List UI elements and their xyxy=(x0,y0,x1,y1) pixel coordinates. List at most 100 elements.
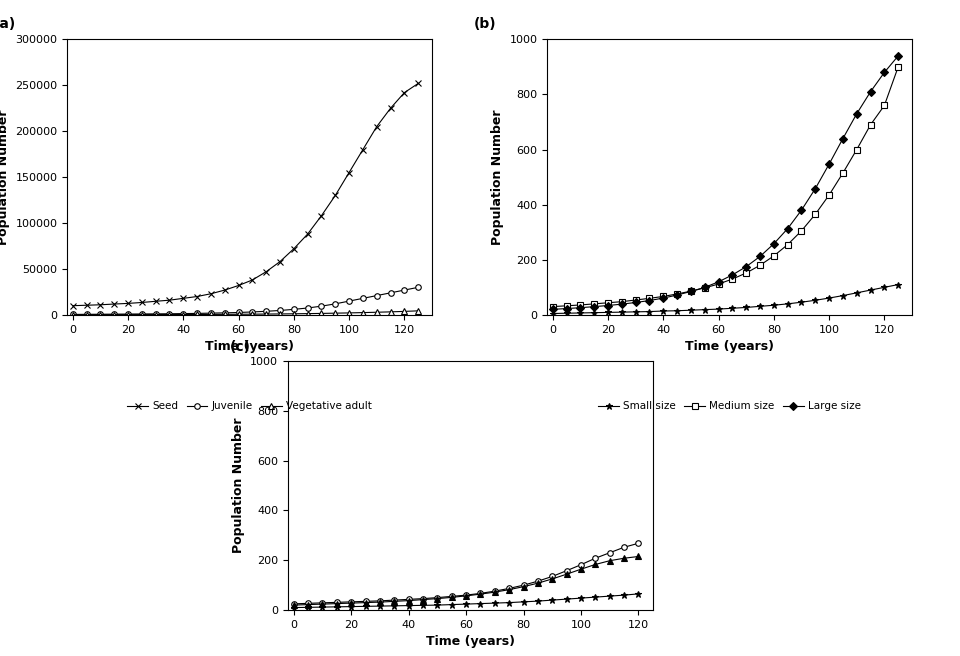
Small size xyxy=(809,297,821,304)
Line: Small size: Small size xyxy=(549,281,901,317)
Small size xyxy=(837,292,849,300)
Large size xyxy=(302,601,314,609)
Medium size xyxy=(699,284,710,292)
Vegetative adult xyxy=(191,310,203,318)
Vegetative adult xyxy=(413,307,424,315)
Medium size xyxy=(532,577,543,585)
Small size xyxy=(865,286,876,294)
Medium size xyxy=(712,280,724,288)
Small size xyxy=(547,310,559,318)
Medium size xyxy=(474,590,486,598)
X-axis label: Time (years): Time (years) xyxy=(685,340,774,353)
Small size xyxy=(575,309,587,317)
Medium size xyxy=(546,573,558,581)
Juvenile xyxy=(413,283,424,291)
Juvenile xyxy=(260,308,272,316)
Large size xyxy=(575,304,587,312)
Medium size xyxy=(418,595,429,603)
Medium size xyxy=(517,581,529,589)
Small size xyxy=(878,283,890,291)
Large size xyxy=(878,68,890,76)
Vegetative adult xyxy=(398,308,410,316)
Large size xyxy=(503,586,515,594)
Vegetative adult xyxy=(95,311,107,319)
Large size xyxy=(561,304,572,312)
Vegetative adult xyxy=(136,311,148,319)
Juvenile xyxy=(67,310,79,318)
Medium size xyxy=(561,567,572,575)
Small size xyxy=(740,304,752,312)
Seed xyxy=(344,169,355,176)
Medium size xyxy=(432,594,444,602)
Large size xyxy=(633,552,644,560)
Vegetative adult xyxy=(288,310,300,318)
Medium size xyxy=(658,293,669,300)
Seed xyxy=(316,212,327,220)
Vegetative adult xyxy=(122,311,133,319)
Seed xyxy=(191,293,203,300)
Large size xyxy=(671,291,683,299)
Juvenile xyxy=(329,300,341,308)
Large size xyxy=(685,287,697,295)
Large size xyxy=(851,110,862,117)
Large size xyxy=(474,590,486,598)
Juvenile xyxy=(95,310,107,318)
Small size xyxy=(561,309,572,317)
Seed xyxy=(219,286,230,294)
Large size xyxy=(781,225,793,233)
Text: (a): (a) xyxy=(0,17,16,31)
Seed xyxy=(108,300,120,308)
Vegetative adult xyxy=(357,309,369,317)
Small size xyxy=(712,305,724,313)
Small size xyxy=(851,289,862,297)
Medium size xyxy=(781,241,793,249)
Line: Medium size: Medium size xyxy=(550,64,900,310)
Large size xyxy=(432,595,444,603)
Small size xyxy=(517,598,529,605)
Large size xyxy=(360,599,372,607)
Large size xyxy=(644,297,656,304)
Juvenile xyxy=(219,309,230,317)
Large size xyxy=(561,570,572,578)
Small size xyxy=(616,308,628,316)
Large size xyxy=(403,597,415,605)
Medium size xyxy=(461,591,472,599)
Medium size xyxy=(865,121,876,129)
Vegetative adult xyxy=(247,310,258,318)
Seed xyxy=(398,89,410,96)
Medium size xyxy=(374,597,386,605)
Juvenile xyxy=(371,292,382,300)
Large size xyxy=(588,302,600,310)
Juvenile xyxy=(150,310,161,318)
Large size xyxy=(824,160,835,168)
Juvenile xyxy=(247,308,258,316)
Large size xyxy=(809,185,821,193)
Juvenile xyxy=(398,286,410,294)
Large size xyxy=(374,598,386,606)
Large size xyxy=(630,298,641,306)
Legend: Small size, Medium size, Large size: Small size, Medium size, Large size xyxy=(594,398,865,415)
Medium size xyxy=(618,543,630,551)
Juvenile xyxy=(191,310,203,318)
Small size xyxy=(699,306,710,314)
Vegetative adult xyxy=(301,310,313,318)
Medium size xyxy=(288,600,300,607)
Vegetative adult xyxy=(205,310,217,318)
Juvenile xyxy=(122,310,133,318)
Small size xyxy=(575,594,587,602)
Medium size xyxy=(851,146,862,154)
Juvenile xyxy=(81,310,92,318)
Large size xyxy=(604,557,615,565)
Juvenile xyxy=(136,310,148,318)
Large size xyxy=(446,594,458,602)
Medium size xyxy=(575,301,587,309)
Medium size xyxy=(403,596,415,604)
Seed xyxy=(95,301,107,309)
Medium size xyxy=(317,599,328,607)
Large size xyxy=(755,253,766,260)
Juvenile xyxy=(301,304,313,312)
Vegetative adult xyxy=(232,310,244,318)
Legend: Seed, Juvenile, Vegetative adult: Seed, Juvenile, Vegetative adult xyxy=(123,398,376,415)
Large size xyxy=(616,300,628,308)
Medium size xyxy=(630,296,641,304)
